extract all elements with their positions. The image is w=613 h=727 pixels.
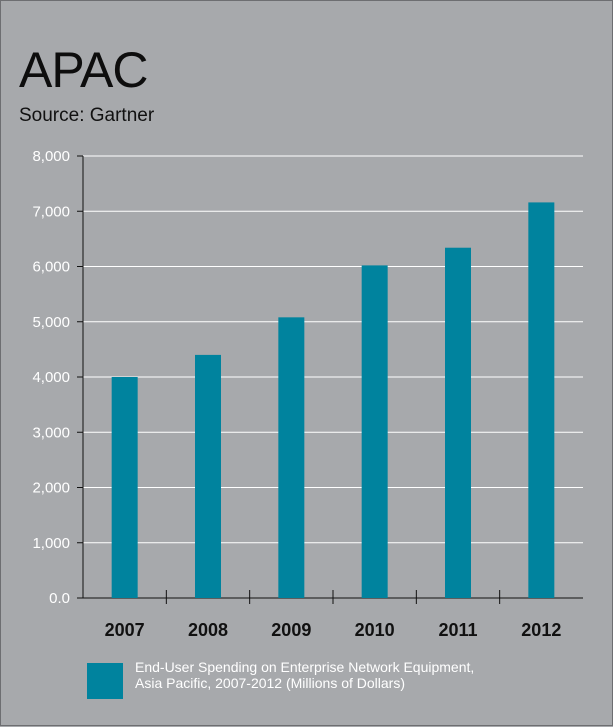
legend-line-1: End-User Spending on Enterprise Network … [135,659,475,675]
bar [445,247,471,598]
x-tick-label: 2009 [271,620,311,640]
y-tick-label: 1,000 [32,535,70,552]
x-tick-label: 2007 [105,620,145,640]
legend-swatch [87,663,123,699]
bar [278,317,305,598]
x-tick-label: 2012 [521,620,561,640]
y-tick-label: 7,000 [32,203,70,220]
legend-line-2: Asia Pacific, 2007-2012 (Millions of Dol… [135,675,405,691]
y-tick-label: 6,000 [32,259,70,276]
y-tick-label: 3,000 [32,424,70,441]
y-tick-label: 5,000 [32,314,70,331]
y-tick-label: 0.0 [49,590,70,607]
y-tick-label: 2,000 [32,480,70,497]
bar [361,265,388,598]
y-tick-label: 4,000 [32,369,70,386]
x-tick-label: 2008 [188,620,228,640]
y-tick-label: 8,000 [32,148,70,165]
chart-title: APAC [19,42,148,98]
bar [111,377,138,598]
bar [195,354,221,598]
x-tick-label: 2011 [438,620,477,640]
legend-label: End-User Spending on Enterprise Network … [135,659,605,691]
bar [528,202,555,598]
x-tick-label: 2010 [355,620,395,640]
chart-subtitle: Source: Gartner [19,105,155,126]
